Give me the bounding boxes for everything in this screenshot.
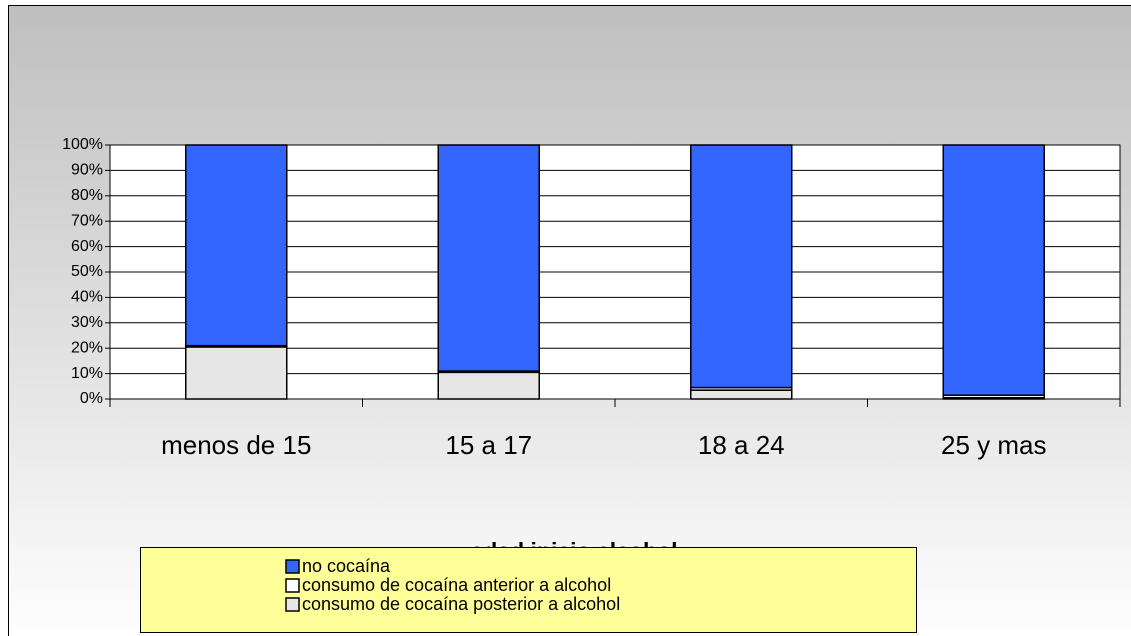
legend-label: consumo de cocaína posterior a alcohol [302, 594, 620, 614]
y-tick-label: 90% [71, 162, 103, 179]
y-tick-label: 80% [71, 187, 103, 204]
y-tick-label: 70% [71, 212, 103, 229]
bar-segment [185, 144, 288, 347]
bar-segment [942, 144, 1045, 396]
bar-segment [690, 389, 793, 400]
y-tick-label: 30% [71, 314, 103, 331]
x-tick-label: 25 y mas [941, 430, 1047, 460]
x-tick-label: 18 a 24 [698, 430, 785, 460]
bar-segment [437, 144, 540, 372]
y-tick-label: 20% [71, 339, 103, 356]
y-tick-label: 0% [80, 390, 103, 407]
legend [140, 547, 917, 633]
y-tick-label: 10% [71, 365, 103, 382]
y-tick-label: 50% [71, 263, 103, 280]
x-tick-label: 15 a 17 [445, 430, 532, 460]
y-tick-label: 100% [62, 136, 103, 153]
bar-segment [690, 144, 793, 389]
y-tick-label: 60% [71, 238, 103, 255]
legend-swatch [285, 559, 300, 574]
y-tick-label: 40% [71, 289, 103, 306]
legend-swatch [285, 597, 300, 612]
legend-label: no cocaína [302, 556, 391, 576]
bar-segment [437, 371, 540, 400]
x-tick-label: menos de 15 [161, 430, 311, 460]
legend-swatch [285, 578, 300, 593]
legend-label: consumo de cocaína anterior a alcohol [302, 575, 611, 595]
bar-segment [185, 346, 288, 400]
